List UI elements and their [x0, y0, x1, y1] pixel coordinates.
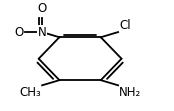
Text: O: O	[37, 2, 47, 15]
Text: CH₃: CH₃	[19, 86, 41, 99]
Text: Cl: Cl	[119, 19, 130, 32]
Text: O: O	[15, 26, 24, 39]
Text: N: N	[38, 26, 46, 39]
Text: NH₂: NH₂	[119, 86, 141, 99]
